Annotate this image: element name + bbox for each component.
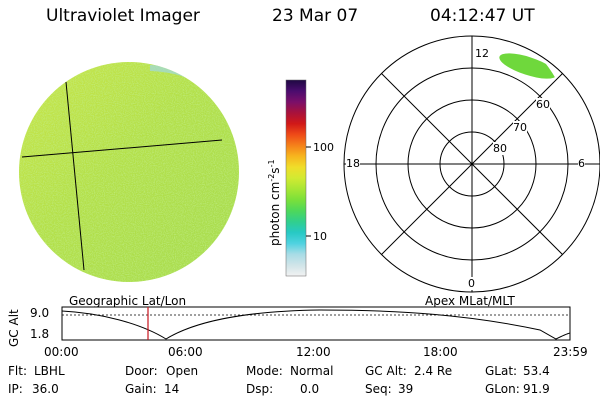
latitude-line (21, 139, 223, 158)
right-panel-caption: Apex MLat/MLT (425, 294, 515, 308)
status-label: Gain: (125, 382, 157, 396)
colorbar-tick-label: 10 (313, 230, 327, 243)
status-value: 91.9 (523, 382, 550, 396)
timeline-frame (61, 306, 571, 341)
longitude-line (65, 81, 85, 271)
status-label: GLat: (485, 364, 518, 378)
status-label: GLon: (485, 382, 520, 396)
status-label: GC Alt: (365, 364, 407, 378)
status-value: 0.0 (300, 382, 320, 396)
status-label: Door: (125, 364, 158, 378)
time-label: 04:12:47 UT (430, 6, 535, 26)
status-label: Flt: (8, 364, 27, 378)
timeline-x-tick: 12:00 (296, 345, 331, 359)
instrument-title: Ultraviolet Imager (46, 6, 200, 26)
timeline-y-tick: 1.8 (30, 327, 50, 341)
timeline-y-tick: 9.0 (30, 306, 50, 320)
status-value: Normal (290, 364, 334, 378)
earth-disc (19, 62, 239, 282)
timeline-x-tick: 06:00 (168, 345, 203, 359)
status-value: 36.0 (32, 382, 59, 396)
mlt-label-6: 6 (578, 157, 585, 170)
mlt-label-0: 0 (468, 277, 475, 290)
timeline-y-axis-label: GC Alt (7, 309, 21, 347)
status-label: Seq: (365, 382, 392, 396)
status-label: Mode: (246, 364, 283, 378)
timeline-x-tick: 23:59 (553, 345, 588, 359)
status-label: IP: (8, 382, 23, 396)
altitude-curve (61, 309, 571, 340)
status-value: 53.4 (523, 364, 550, 378)
date-label: 23 Mar 07 (272, 6, 359, 26)
status-value: 39 (398, 382, 414, 396)
auroral-oval-patch (499, 53, 557, 79)
mlt-label-12: 12 (475, 47, 489, 60)
status-label: Dsp: (246, 382, 274, 396)
timeline-x-tick: 18:00 (423, 345, 458, 359)
mlat-label-80: 80 (493, 142, 507, 155)
mlat-label-60: 60 (536, 98, 550, 111)
status-value: LBHL (34, 364, 65, 378)
colorbar-tick-label: 100 (313, 141, 334, 154)
mlt-diagonal (381, 73, 563, 255)
left-panel-caption: Geographic Lat/Lon (69, 294, 187, 308)
status-value: 2.4 Re (414, 364, 453, 378)
mlat-label-70: 70 (513, 121, 527, 134)
status-value: Open (166, 364, 199, 378)
status-value: 14 (164, 382, 180, 396)
mlt-label-18: 18 (346, 157, 360, 170)
timeline-x-tick: 00:00 (44, 345, 79, 359)
